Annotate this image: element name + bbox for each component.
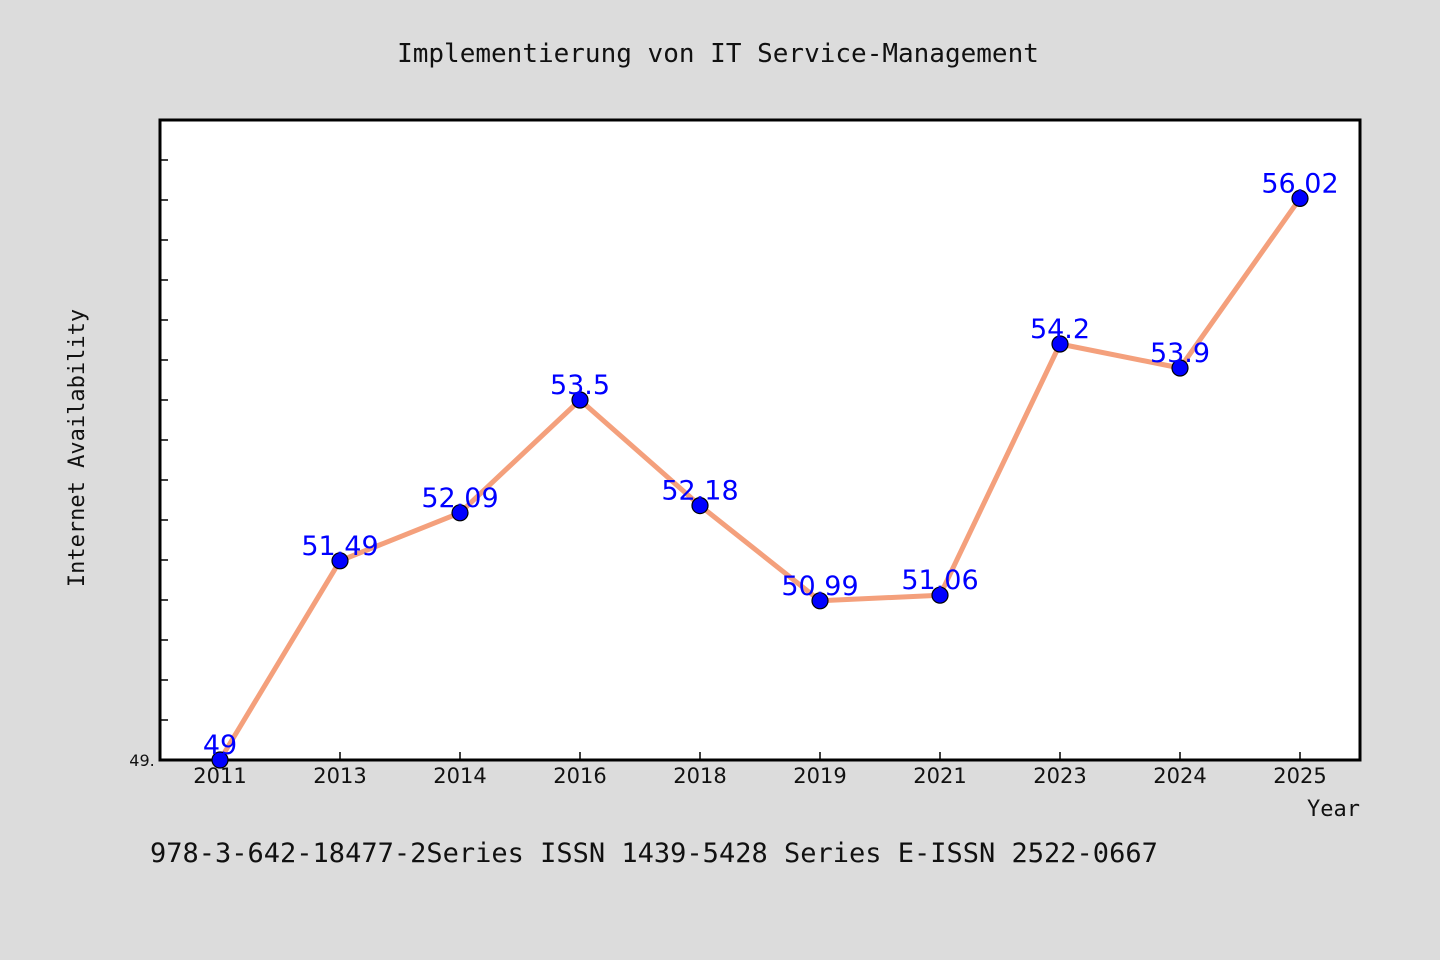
data-point-marker (1171, 359, 1189, 377)
data-point-marker (691, 497, 709, 515)
y-axis-label: Internet Availability (65, 309, 90, 587)
data-point-marker (811, 592, 829, 610)
x-axis-tick-labels: 2011 2013 2014 2016 2018 2019 2021 2023 2024 2025 (193, 764, 1326, 788)
x-tick-label: 2021 (913, 764, 966, 788)
data-point-marker (211, 751, 229, 769)
chart-title: Implementierung von IT Service-Managemen… (397, 39, 1039, 69)
data-label: 52.18 (661, 476, 738, 507)
footer-text: 978-3-642-18477-2Series ISSN 1439-5428 S… (150, 838, 1158, 869)
series-line (217, 195, 1303, 763)
x-tick-label: 2016 (553, 764, 606, 788)
x-tick-label: 2014 (433, 764, 486, 788)
data-labels: 49 51.49 52.09 53.5 52.18 50.99 51.06 54.2 53.9 5… (203, 168, 1339, 761)
data-point-marker (571, 391, 589, 409)
data-point-marker (1051, 335, 1069, 353)
y-axis-ticks (160, 119, 168, 721)
series-markers (211, 189, 1309, 769)
x-tick-label: 2013 (313, 764, 366, 788)
data-label: 52.09 (421, 483, 498, 514)
x-tick-label: 2018 (673, 764, 726, 788)
data-label: 49 (203, 730, 237, 761)
data-label: 51.06 (901, 565, 978, 596)
data-label: 53.9 (1150, 338, 1210, 369)
data-label: 50.99 (781, 571, 858, 602)
data-point-marker (931, 586, 949, 604)
data-label: 53.5 (550, 370, 610, 401)
data-label: 54.2 (1030, 314, 1090, 345)
x-axis-label: Year (1307, 797, 1360, 822)
x-tick-label: 2019 (793, 764, 846, 788)
data-point-marker (331, 552, 349, 570)
x-tick-label: 2024 (1153, 764, 1206, 788)
x-tick-label: 2023 (1033, 764, 1086, 788)
data-label: 51.49 (301, 531, 378, 562)
plot-area (158, 118, 1362, 762)
data-label: 56.02 (1261, 168, 1338, 199)
data-point-marker (1291, 189, 1309, 207)
data-point-marker (451, 504, 469, 522)
y-tick-label: 49. (129, 751, 154, 770)
x-tick-label: 2025 (1273, 764, 1326, 788)
